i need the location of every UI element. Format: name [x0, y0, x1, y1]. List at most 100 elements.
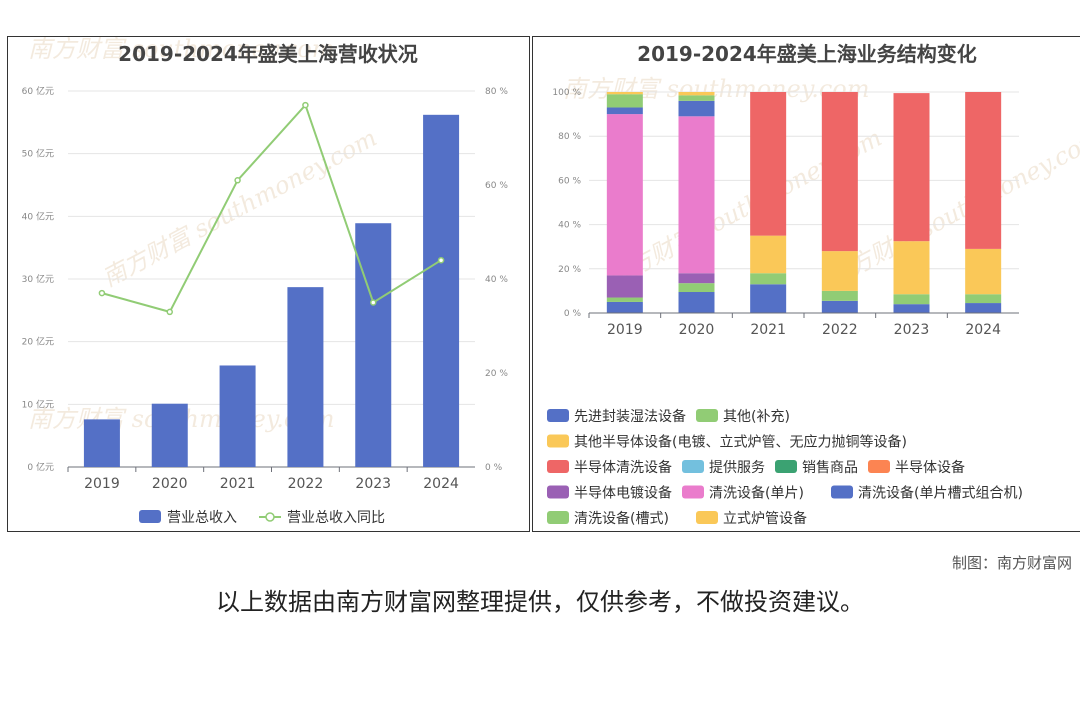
yoy-growth-point — [370, 299, 377, 306]
revenue-bar — [219, 365, 256, 467]
stacked-bar-segment — [965, 92, 1002, 249]
y-left-tick-label: 10 亿元 — [22, 398, 54, 410]
legend-swatch — [682, 485, 704, 499]
revenue-bar — [287, 287, 324, 467]
x-tick-label: 2022 — [822, 322, 858, 338]
stacked-bar-segment — [606, 107, 643, 115]
y-tick-label: 80 % — [558, 132, 581, 142]
x-tick-label: 2021 — [750, 322, 786, 338]
legend-marker-yoy — [265, 512, 275, 522]
stacked-bar-segment — [893, 241, 930, 295]
stacked-bar-segment — [606, 297, 643, 302]
chart-title: 2019-2024年盛美上海业务结构变化 — [637, 42, 977, 66]
chart-title: 2019-2024年盛美上海营收状况 — [118, 42, 418, 66]
stacked-bar-segment — [678, 292, 715, 313]
y-left-tick-label: 0 亿元 — [27, 461, 54, 473]
y-left-tick-label: 30 亿元 — [22, 273, 54, 285]
stacked-bar-segment — [678, 100, 715, 117]
stacked-bar-segment — [606, 275, 643, 298]
legend-swatch — [547, 511, 569, 524]
y-right-tick-label: 80 % — [485, 87, 508, 97]
y-right-tick-label: 20 % — [485, 369, 508, 379]
stacked-bar-segment — [965, 303, 1002, 313]
legend-swatch — [696, 409, 718, 422]
stacked-bar-segment — [821, 92, 858, 252]
stacked-bar-segment — [678, 95, 715, 101]
watermark-text: 南方财富 southmoney.com — [98, 124, 382, 293]
y-right-tick-label: 0 % — [485, 463, 503, 473]
legend-label: 立式炉管设备 — [723, 510, 807, 527]
y-right-tick-label: 60 % — [485, 181, 508, 191]
x-tick-label: 2021 — [220, 476, 256, 492]
revenue-chart-panel: 南方财富 southmoney.com 南方财富 southmoney.com 南方… — [7, 36, 530, 532]
y-tick-label: 0 % — [564, 309, 582, 319]
legend-label: 半导体设备 — [895, 459, 965, 476]
stacked-bar-segment — [606, 301, 643, 313]
disclaimer-text: 以上数据由南方财富网整理提供，仅供参考，不做投资建议。 — [216, 588, 864, 616]
yoy-growth-point — [234, 177, 241, 184]
stacked-bar-segment — [606, 114, 643, 276]
stacked-bar-segment — [893, 93, 930, 242]
legend-label: 其他半导体设备(电镀、立式炉管、无应力抛铜等设备) — [574, 434, 907, 451]
legend-swatch — [831, 485, 853, 499]
stacked-bar-segment — [606, 92, 643, 95]
stacked-bar-segment — [965, 294, 1002, 304]
legend-swatch — [868, 460, 890, 473]
stacked-bar-segment — [750, 235, 787, 274]
stacked-bar-segment — [750, 273, 787, 285]
y-tick-label: 40 % — [558, 221, 581, 231]
chart-credit: 制图：南方财富网 — [951, 554, 1072, 572]
revenue-bar — [423, 114, 460, 468]
stacked-bar-segment — [821, 251, 858, 291]
x-tick-label: 2022 — [288, 476, 324, 492]
y-left-tick-label: 50 亿元 — [22, 148, 54, 160]
legend-label: 清洗设备(槽式) — [574, 510, 669, 527]
yoy-growth-point — [166, 308, 173, 316]
x-tick-label: 2020 — [152, 476, 188, 492]
x-tick-label: 2019 — [607, 322, 643, 338]
yoy-growth-line — [101, 103, 442, 314]
legend-swatch — [547, 409, 569, 422]
legend-label: 提供服务 — [709, 460, 765, 476]
x-tick-label: 2024 — [423, 476, 459, 492]
yoy-growth-point — [302, 101, 309, 109]
legend-label-revenue: 营业总收入 — [167, 510, 237, 526]
legend-swatch — [547, 485, 569, 499]
revenue-bar — [355, 223, 392, 467]
stacked-bar-segment — [678, 92, 715, 96]
legend-label: 清洗设备(单片) — [709, 485, 804, 502]
legend-label: 销售商品 — [802, 460, 858, 476]
stacked-bar-segment — [750, 284, 787, 313]
stacked-bar-segment — [821, 300, 858, 313]
legend-swatch — [547, 434, 569, 448]
yoy-growth-point — [98, 289, 106, 297]
y-left-tick-label: 40 亿元 — [22, 210, 54, 222]
stacked-bar-segment — [606, 94, 643, 108]
legend-swatch — [696, 511, 718, 524]
stacked-bar-segment — [678, 283, 715, 293]
stacked-bar-segment — [893, 304, 930, 313]
x-tick-label: 2023 — [894, 322, 930, 338]
x-tick-label: 2019 — [84, 476, 120, 492]
revenue-bar — [151, 403, 188, 467]
stacked-bar-segment — [678, 116, 715, 274]
stacked-bar-segment — [965, 248, 1002, 295]
legend-label-yoy: 营业总收入同比 — [287, 510, 385, 526]
y-tick-label: 20 % — [558, 265, 581, 275]
x-tick-label: 2024 — [965, 322, 1001, 338]
legend-swatch — [775, 460, 797, 473]
business-structure-chart-panel: 南方财富 southmoney.com 南方财富 southmoney.com 南方… — [532, 36, 1080, 532]
yoy-growth-point — [437, 256, 445, 264]
legend-swatch-revenue — [139, 510, 161, 523]
y-right-tick-label: 40 % — [485, 275, 508, 285]
stacked-bar-segment — [678, 273, 715, 284]
stacked-bar-segment — [821, 290, 858, 301]
legend-swatch — [682, 460, 704, 473]
legend-label: 先进封装湿法设备 — [574, 408, 686, 425]
y-left-tick-label: 60 亿元 — [22, 85, 54, 97]
stacked-bar-segment — [893, 294, 930, 305]
x-tick-label: 2023 — [355, 476, 391, 492]
watermark-text: 南方财富 southmoney.com — [28, 37, 334, 63]
